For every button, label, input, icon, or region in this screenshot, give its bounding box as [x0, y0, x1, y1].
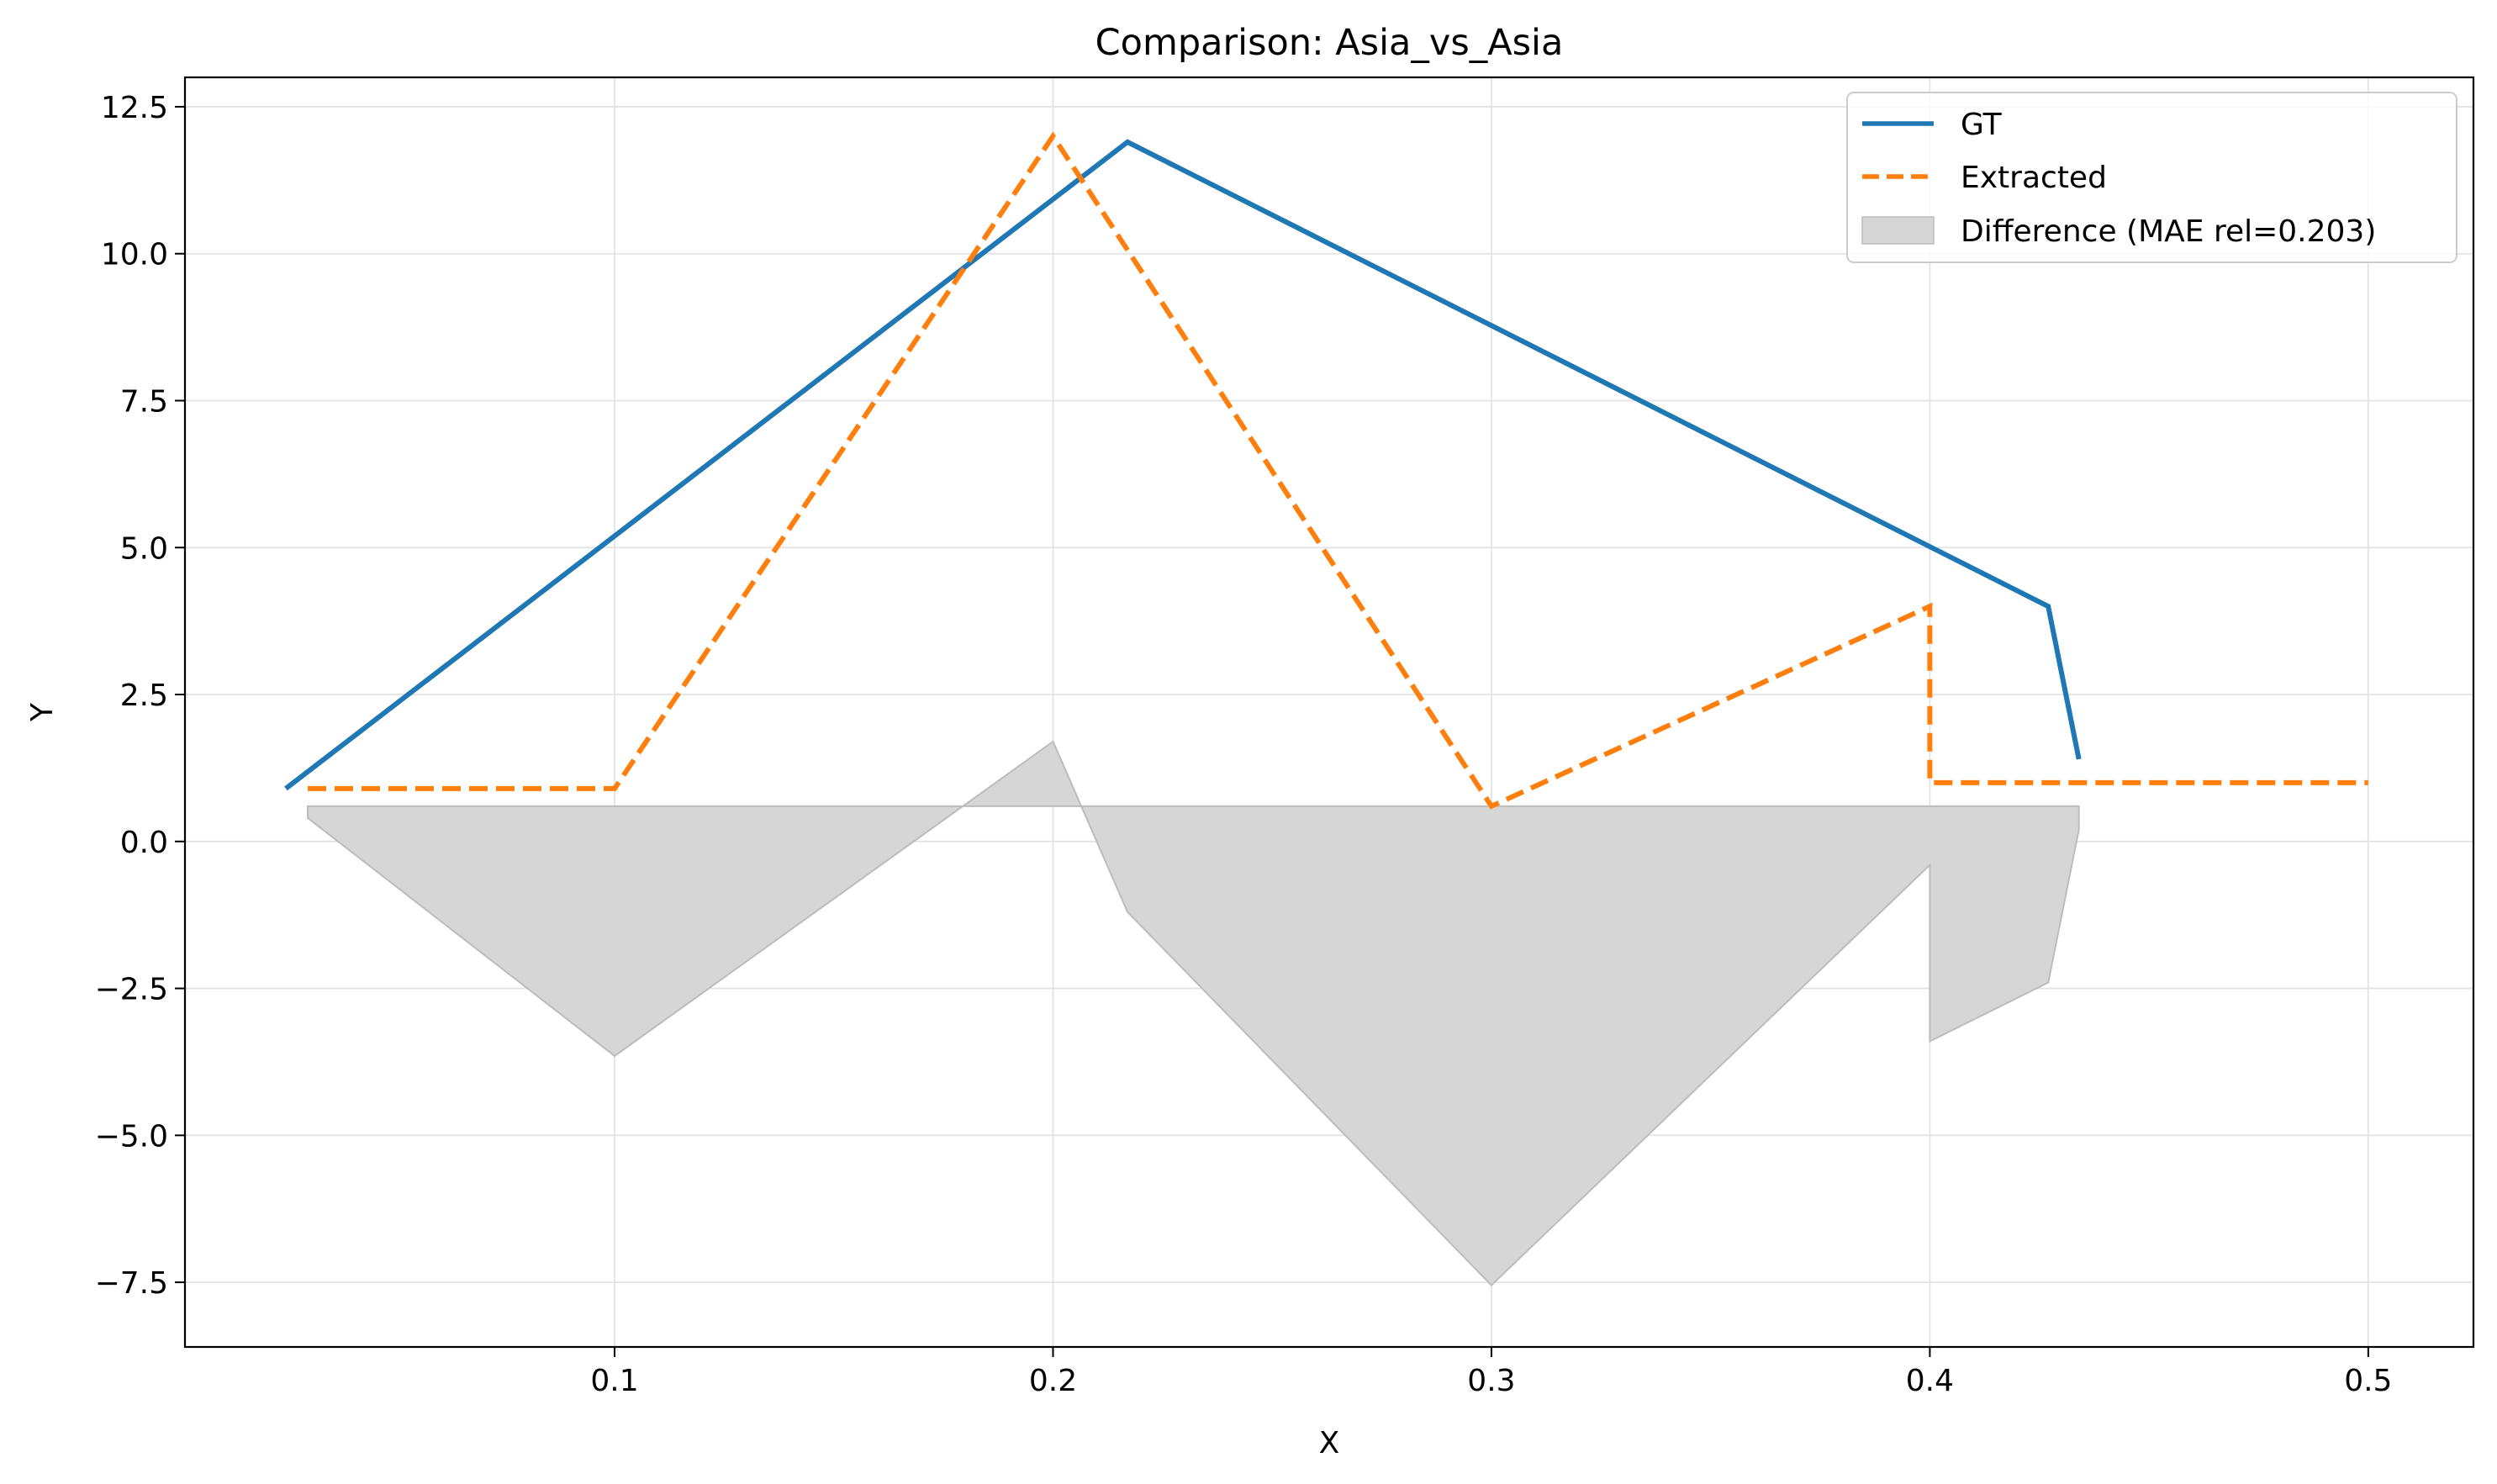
x-tick-label: 0.1 [590, 1364, 638, 1398]
y-tick-label: 12.5 [101, 91, 168, 125]
difference-polygon [307, 740, 2080, 1287]
x-tick-label: 0.2 [1029, 1364, 1077, 1398]
y-tick-label: 5.0 [120, 531, 168, 566]
y-tick-label: −7.5 [95, 1266, 168, 1301]
x-axis-title: X [1319, 1426, 1340, 1460]
legend-swatch-difference [1861, 216, 1935, 245]
x-tick-label: 0.4 [1906, 1364, 1954, 1398]
y-tick-label: −5.0 [95, 1119, 168, 1154]
plot-frame [183, 76, 2475, 1349]
y-axis-title: Y [25, 702, 60, 722]
legend-label-difference: Difference (MAE rel=0.203) [1961, 214, 2376, 249]
series-line-extracted [308, 131, 2368, 810]
y-tick-label: 10.0 [101, 238, 168, 272]
y-tick-label: 0.0 [120, 826, 168, 860]
y-tick-label: −2.5 [95, 973, 168, 1007]
series-lines [284, 131, 2368, 810]
x-tick-label: 0.3 [1467, 1364, 1515, 1398]
y-tick-label: 2.5 [120, 679, 168, 713]
legend-label-extracted: Extracted [1961, 161, 2107, 195]
x-tick-label: 0.5 [2344, 1364, 2392, 1398]
y-tick-label: 7.5 [120, 384, 168, 419]
axis-ticks: 0.1 0.2 0.3 0.4 0.5 −7.5 −5.0 −2.5 0.0 2.5 5.0 7.5 1… [95, 91, 2393, 1398]
chart-title: Comparison: Asia_vs_Asia [1095, 22, 1564, 64]
legend: GT Extracted Difference (MAE rel=0.203) [1846, 92, 2457, 263]
series-line-gt [284, 139, 2082, 791]
legend-frame [1846, 92, 2457, 263]
legend-label-gt: GT [1961, 108, 2003, 142]
difference-area [307, 740, 2080, 1287]
